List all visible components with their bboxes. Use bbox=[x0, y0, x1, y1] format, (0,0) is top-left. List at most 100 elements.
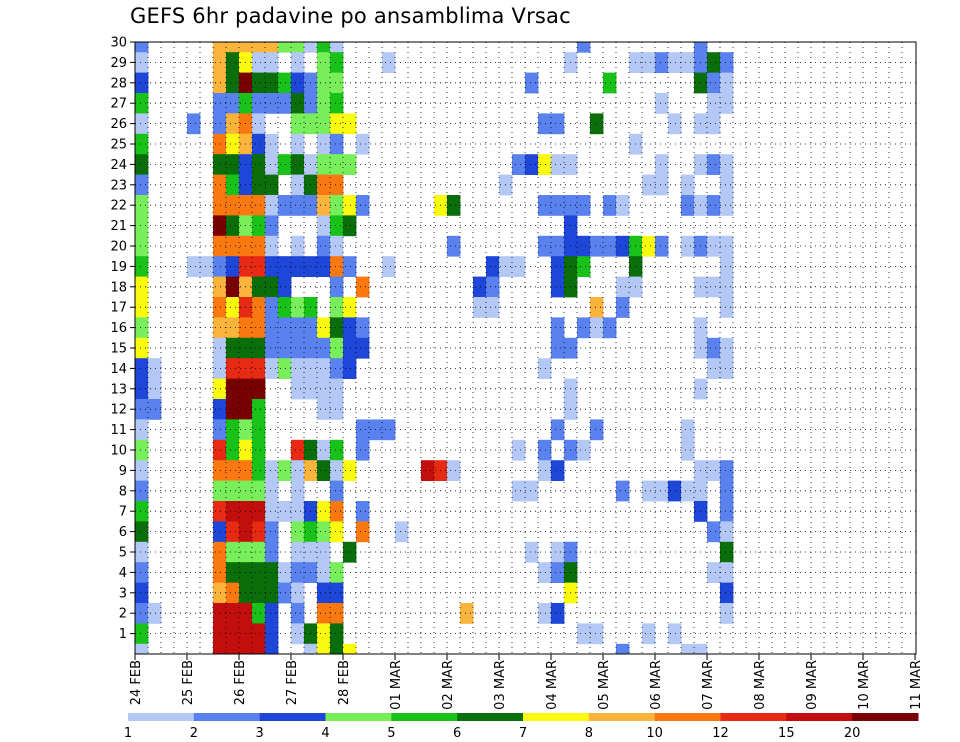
heatmap-cell bbox=[252, 52, 266, 73]
heatmap-cell bbox=[577, 42, 591, 53]
heatmap-cell bbox=[291, 439, 305, 461]
heatmap-cell bbox=[330, 337, 344, 359]
legend-swatch bbox=[523, 713, 590, 721]
heatmap-cell bbox=[577, 623, 591, 645]
heatmap-cell bbox=[252, 603, 266, 624]
heatmap-cell bbox=[278, 256, 292, 277]
heatmap-cell bbox=[577, 439, 591, 461]
heatmap-cell bbox=[148, 399, 162, 420]
heatmap-cell bbox=[538, 603, 552, 624]
heatmap-cell bbox=[720, 521, 734, 543]
heatmap-cell bbox=[265, 562, 279, 583]
heatmap-cell bbox=[616, 297, 630, 318]
heatmap-cell bbox=[681, 52, 695, 73]
heatmap-cell bbox=[252, 378, 266, 400]
heatmap-cell bbox=[681, 439, 695, 461]
heatmap-cell bbox=[330, 133, 344, 155]
heatmap-cell bbox=[668, 113, 682, 135]
heatmap-cell bbox=[317, 541, 331, 563]
heatmap-cell bbox=[512, 480, 526, 502]
heatmap-cell bbox=[226, 562, 240, 583]
heatmap-cell bbox=[343, 643, 357, 655]
heatmap-cell bbox=[291, 72, 305, 94]
heatmap-cell bbox=[278, 562, 292, 583]
legend-swatch bbox=[391, 713, 458, 721]
heatmap-cell bbox=[226, 72, 240, 94]
heatmap-cell bbox=[252, 541, 266, 563]
heatmap-cell bbox=[317, 337, 331, 359]
heatmap-cell bbox=[642, 480, 656, 502]
heatmap-cell bbox=[486, 256, 500, 277]
heatmap-cell bbox=[343, 256, 357, 277]
heatmap-cell bbox=[200, 256, 214, 277]
heatmap-cell bbox=[226, 93, 240, 114]
heatmap-cell bbox=[252, 133, 266, 155]
heatmap-cell bbox=[330, 358, 344, 379]
heatmap-cell bbox=[681, 174, 695, 196]
heatmap-cell bbox=[135, 215, 149, 237]
heatmap-cell bbox=[538, 460, 552, 481]
heatmap-cell bbox=[265, 643, 279, 655]
heatmap-cell bbox=[226, 42, 240, 53]
y-tick-label: 27 bbox=[110, 97, 127, 112]
x-tick-label: 04 MAR bbox=[545, 660, 560, 710]
heatmap-cell bbox=[707, 72, 721, 94]
heatmap-cell bbox=[512, 439, 526, 461]
heatmap-cell bbox=[486, 276, 500, 298]
heatmap-cell bbox=[226, 52, 240, 73]
heatmap-cell bbox=[681, 643, 695, 655]
heatmap-cell bbox=[135, 154, 149, 175]
heatmap-cell bbox=[538, 439, 552, 461]
heatmap-cell bbox=[551, 541, 565, 563]
heatmap-cell bbox=[356, 337, 370, 359]
heatmap-cell bbox=[538, 235, 552, 257]
heatmap-cell bbox=[655, 154, 669, 175]
heatmap-cell bbox=[317, 501, 331, 522]
heatmap-cell bbox=[551, 235, 565, 257]
heatmap-cell bbox=[590, 113, 604, 135]
heatmap-cell bbox=[330, 460, 344, 481]
heatmap-cell bbox=[655, 93, 669, 114]
heatmap-cell bbox=[252, 195, 266, 216]
heatmap-cell bbox=[135, 72, 149, 94]
grid-lines bbox=[135, 42, 916, 654]
heatmap-cell bbox=[213, 562, 227, 583]
heatmap-cell bbox=[265, 93, 279, 114]
heatmap-cell bbox=[512, 256, 526, 277]
heatmap-cell bbox=[720, 256, 734, 277]
heatmap-cell bbox=[135, 297, 149, 318]
heatmap-cell bbox=[226, 643, 240, 655]
y-tick-label: 22 bbox=[110, 199, 127, 214]
heatmap-cell bbox=[265, 460, 279, 481]
y-tick-label: 28 bbox=[110, 76, 127, 91]
y-tick-label: 16 bbox=[110, 321, 127, 336]
heatmap-cell bbox=[356, 317, 370, 339]
heatmap-cell bbox=[135, 276, 149, 298]
x-tick-label: 24 FEB bbox=[129, 660, 144, 705]
chart-title: GEFS 6hr padavine po ansamblima Vrsac bbox=[130, 4, 571, 28]
heatmap-cell bbox=[226, 480, 240, 502]
heatmap-cell bbox=[655, 174, 669, 196]
heatmap-cell bbox=[226, 439, 240, 461]
heatmap-cell bbox=[265, 541, 279, 563]
heatmap-cell bbox=[265, 521, 279, 543]
heatmap-cell bbox=[317, 215, 331, 237]
heatmap-cell bbox=[538, 113, 552, 135]
heatmap-cell bbox=[226, 541, 240, 563]
y-tick-label: 4 bbox=[119, 566, 127, 581]
heatmap-cell bbox=[291, 541, 305, 563]
heatmap-cell bbox=[317, 643, 331, 655]
heatmap-cell bbox=[291, 521, 305, 543]
heatmap-cell bbox=[226, 419, 240, 441]
heatmap-cell bbox=[707, 562, 721, 583]
heatmap-cell bbox=[291, 317, 305, 339]
heatmap-cell bbox=[707, 52, 721, 73]
legend-label: 8 bbox=[585, 726, 593, 741]
legend-label: 12 bbox=[712, 726, 729, 741]
heatmap-cell bbox=[135, 174, 149, 196]
heatmap-cell bbox=[447, 195, 461, 216]
legend-label: 15 bbox=[778, 726, 795, 741]
heatmap-cell bbox=[278, 317, 292, 339]
heatmap-cell bbox=[135, 521, 149, 543]
y-tick-label: 23 bbox=[110, 178, 127, 193]
